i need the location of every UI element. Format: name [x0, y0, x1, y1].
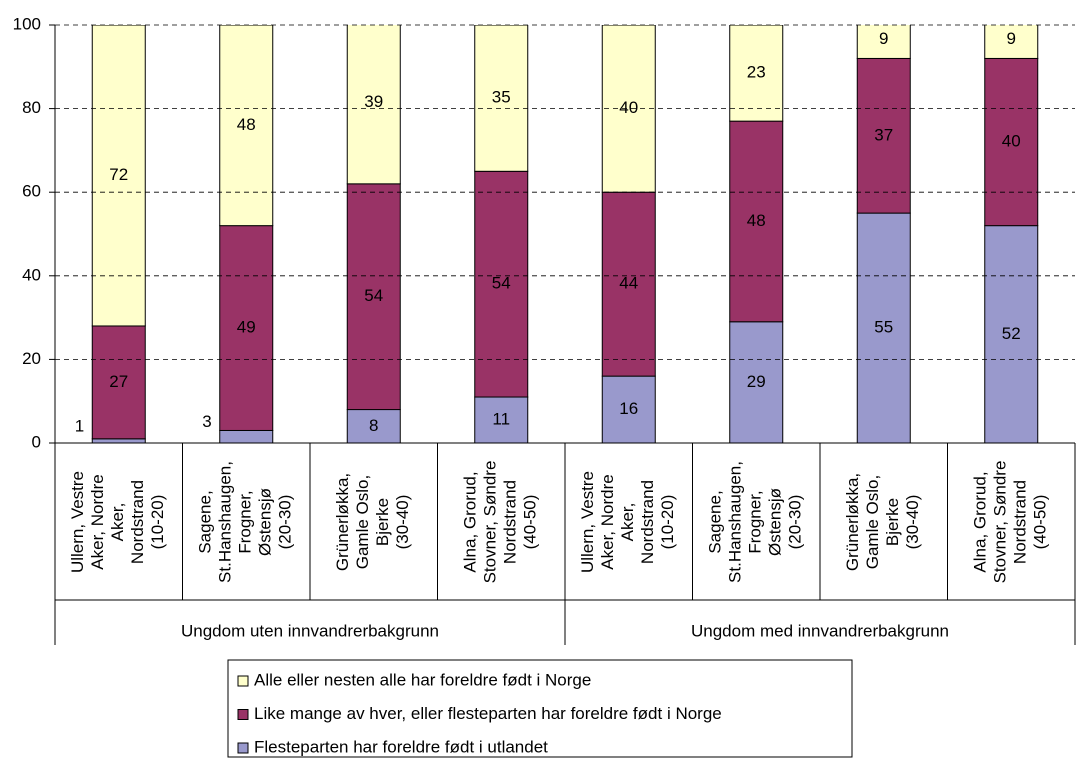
value-label: 54 — [364, 286, 383, 305]
x-tick-label: Grünerløkka, — [843, 473, 862, 571]
bar-segment — [346, 183, 401, 411]
legend-label: Like mange av hver, eller flesteparten h… — [254, 704, 722, 723]
group-label: Ungdom uten innvandrerbakgrunn — [181, 621, 439, 640]
value-label: 3 — [202, 412, 211, 431]
value-label: 1 — [75, 416, 84, 435]
value-label: 39 — [364, 92, 383, 111]
value-label: 9 — [879, 29, 888, 48]
bar-segment — [729, 25, 784, 122]
x-tick-label: Bjerke — [883, 498, 902, 546]
value-label: 52 — [1002, 324, 1021, 343]
bar-segment — [984, 57, 1039, 227]
legend-swatch — [237, 742, 249, 754]
value-label: 72 — [109, 165, 128, 184]
bar-segment — [856, 25, 911, 59]
bar-segment — [91, 438, 146, 443]
bar-segment — [856, 57, 911, 214]
value-label: 35 — [492, 88, 511, 107]
bar-segment — [346, 409, 401, 443]
x-tick-label: Gamle Oslo, — [353, 475, 372, 569]
legend-label: Alle eller nesten alle har foreldre født… — [254, 670, 591, 689]
x-tick-label: Sagene, — [196, 490, 215, 553]
x-tick-label: (20-30) — [276, 495, 295, 550]
x-tick-label: Alna, Grorud, — [461, 471, 480, 572]
y-tick-label: 80 — [22, 98, 41, 117]
value-label: 8 — [369, 416, 378, 435]
bar-segment — [984, 225, 1039, 443]
y-tick-label: 0 — [32, 432, 41, 451]
x-tick-label: Nordstrand — [1011, 480, 1030, 564]
value-label: 37 — [874, 125, 893, 144]
x-tick-label: Nordstrand — [128, 480, 147, 564]
x-tick-label: Østensjø — [256, 488, 275, 556]
bar-segment — [219, 225, 274, 431]
x-tick-label: (30-40) — [393, 495, 412, 550]
group-label: Ungdom med innvandrerbakgrunn — [691, 621, 949, 640]
bar-segment — [91, 325, 146, 440]
x-tick-label: Grünerløkka, — [333, 473, 352, 571]
value-label: 27 — [109, 372, 128, 391]
value-label: 48 — [237, 115, 256, 134]
plot-area — [91, 25, 1039, 443]
x-tick-label: Østensjø — [766, 488, 785, 556]
y-tick-label: 60 — [22, 182, 41, 201]
x-tick-label: Alna, Grorud, — [971, 471, 990, 572]
bar-segment — [601, 191, 656, 377]
value-label: 9 — [1007, 29, 1016, 48]
x-tick-label: (40-50) — [1031, 495, 1050, 550]
x-tick-label: Frogner, — [746, 490, 765, 553]
x-tick-label: (30-40) — [903, 495, 922, 550]
value-label: 40 — [1002, 132, 1021, 151]
value-label: 48 — [747, 211, 766, 230]
x-tick-label: Bjerke — [373, 498, 392, 546]
bar-segment — [474, 25, 529, 172]
bar-segment — [729, 321, 784, 443]
x-tick-label: Ullern, Vestre — [578, 471, 597, 573]
x-tick-label: Gamle Oslo, — [863, 475, 882, 569]
x-tick-label: (10-20) — [658, 495, 677, 550]
x-tick-label: Aker, — [108, 503, 127, 542]
x-tick-label: Aker, Nordre — [598, 474, 617, 569]
bar-segment — [856, 212, 911, 443]
value-label: 40 — [619, 98, 638, 117]
legend-swatch — [237, 709, 249, 720]
value-label: 16 — [619, 399, 638, 418]
x-tick-label: Frogner, — [236, 490, 255, 553]
y-tick-label: 20 — [22, 349, 41, 368]
value-label: 29 — [747, 372, 766, 391]
x-tick-label: Stovner, Søndre — [481, 461, 500, 584]
value-label: 44 — [619, 274, 638, 293]
y-tick-label: 100 — [13, 14, 41, 33]
bar-segment — [346, 25, 401, 185]
x-tick-label: St.Hanshaugen, — [726, 461, 745, 583]
value-label: 11 — [492, 409, 510, 428]
x-tick-label: Stovner, Søndre — [991, 461, 1010, 584]
x-tick-label: (20-30) — [786, 495, 805, 550]
x-tick-label: Aker, — [618, 503, 637, 542]
legend-swatch — [237, 675, 249, 687]
x-tick-label: St.Hanshaugen, — [216, 461, 235, 583]
x-tick-label: Nordstrand — [501, 480, 520, 564]
value-label: 55 — [874, 318, 893, 337]
x-tick-label: Sagene, — [706, 490, 725, 553]
bar-segment — [984, 25, 1039, 59]
x-tick-label: (40-50) — [521, 495, 540, 550]
x-tick-label: (10-20) — [148, 495, 167, 550]
x-tick-label: Ullern, Vestre — [68, 471, 87, 573]
y-tick-label: 40 — [22, 265, 41, 284]
bar-segment — [729, 120, 784, 323]
value-label: 49 — [237, 318, 256, 337]
x-tick-label: Nordstrand — [638, 480, 657, 564]
legend-box — [227, 659, 853, 758]
bar-segment — [601, 25, 656, 193]
x-tick-label: Aker, Nordre — [88, 474, 107, 569]
value-label: 54 — [492, 274, 511, 293]
legend-label: Flesteparten har foreldre født i utlande… — [254, 737, 548, 756]
value-label: 23 — [747, 63, 766, 82]
bar-segment — [219, 429, 274, 443]
